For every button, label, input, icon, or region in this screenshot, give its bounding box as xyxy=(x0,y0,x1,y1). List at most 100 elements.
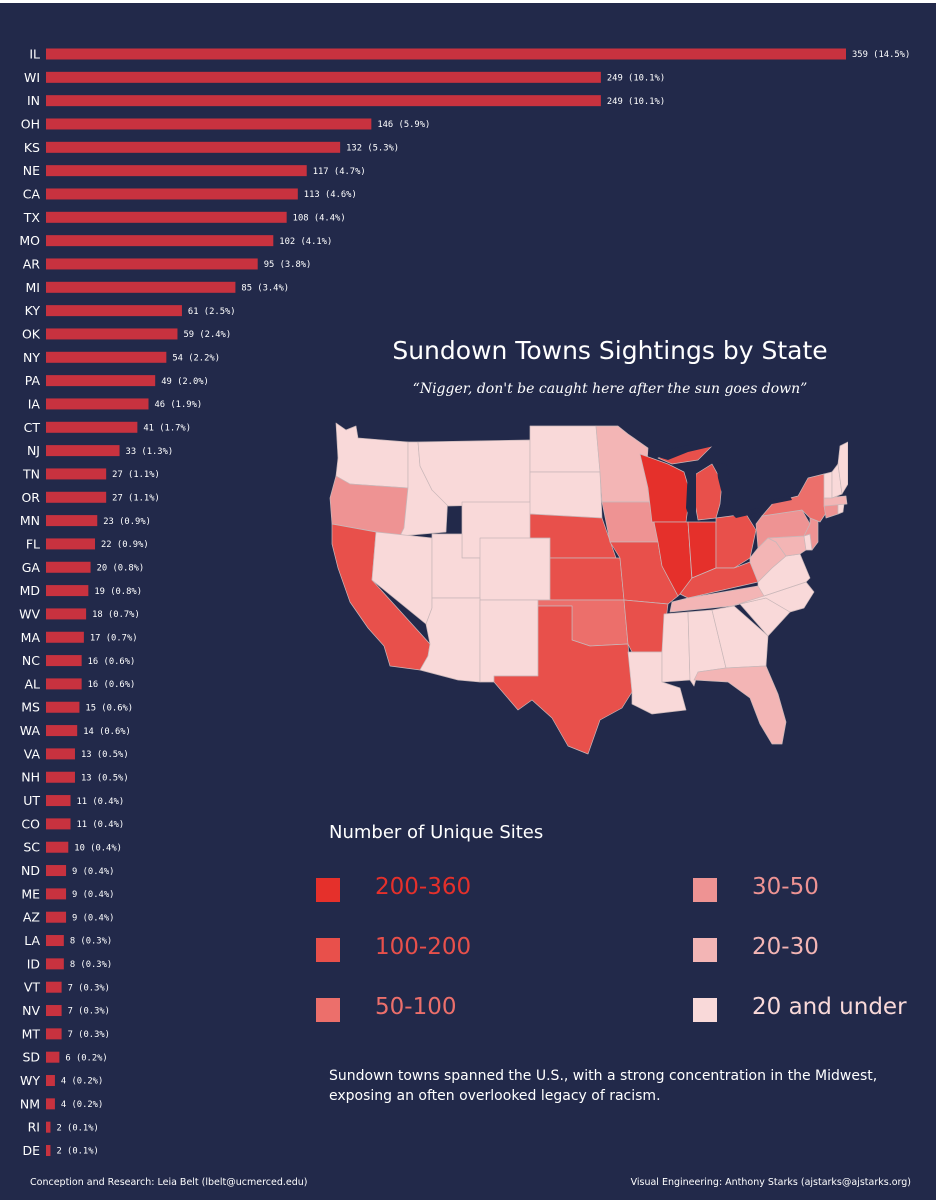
bar-ky xyxy=(46,305,182,317)
legend-swatch xyxy=(693,878,717,902)
bar-nj xyxy=(46,445,120,457)
state-label-va: VA xyxy=(24,746,41,761)
state-label-wv: WV xyxy=(19,606,40,621)
state-WA xyxy=(335,422,409,489)
value-label-wa: 14 (0.6%) xyxy=(83,727,131,737)
caption: Sundown towns spanned the U.S., with a s… xyxy=(329,1068,878,1104)
bar-or xyxy=(46,491,107,503)
state-label-fl: FL xyxy=(26,536,40,551)
state-label-ne: NE xyxy=(23,163,40,178)
legend-title: Number of Unique Sites xyxy=(329,822,544,843)
value-label-ny: 54 (2.2%) xyxy=(172,353,220,363)
state-label-al: AL xyxy=(24,676,40,691)
state-label-nd: ND xyxy=(21,863,40,878)
state-label-ga: GA xyxy=(22,560,41,575)
legend-swatch xyxy=(316,998,340,1022)
state-ME xyxy=(837,441,848,495)
state-label-il: IL xyxy=(29,47,40,62)
top-border xyxy=(0,0,939,3)
bar-chart: IL 359 (14.5%) WI 249 (10.1%) IN 249 (10.1%) O… xyxy=(19,47,910,1159)
state-label-nv: NV xyxy=(22,1003,40,1018)
bar-ca xyxy=(46,188,298,200)
state-label-nm: NM xyxy=(20,1096,40,1111)
state-label-wa: WA xyxy=(20,723,41,738)
state-label-nh: NH xyxy=(21,770,40,785)
lake-erie xyxy=(732,508,762,518)
state-label-nc: NC xyxy=(22,653,40,668)
state-label-ut: UT xyxy=(23,793,40,808)
state-label-ri: RI xyxy=(28,1120,40,1135)
state-label-in: IN xyxy=(27,93,40,108)
legend-label: 20 and under xyxy=(752,994,907,1020)
state-label-wy: WY xyxy=(20,1073,40,1088)
bar-ok xyxy=(46,328,178,340)
state-AR xyxy=(623,599,669,653)
value-label-nd: 9 (0.4%) xyxy=(72,867,114,877)
value-label-ia: 46 (1.9%) xyxy=(155,400,203,410)
chart-subtitle: “Nigger, don't be caught here after the … xyxy=(412,381,808,397)
state-label-tn: TN xyxy=(22,466,40,481)
state-label-pa: PA xyxy=(25,373,41,388)
state-label-vt: VT xyxy=(24,980,41,995)
bar-tn xyxy=(46,468,107,480)
state-label-mo: MO xyxy=(19,233,40,248)
bar-wv xyxy=(46,608,87,620)
value-label-vt: 7 (0.3%) xyxy=(68,983,110,993)
value-label-nm: 4 (0.2%) xyxy=(61,1100,103,1110)
value-label-wy: 4 (0.2%) xyxy=(61,1077,103,1087)
state-NJ xyxy=(803,517,819,551)
bar-ia xyxy=(46,398,149,410)
value-label-pa: 49 (2.0%) xyxy=(161,377,209,387)
value-label-ky: 61 (2.5%) xyxy=(188,307,236,317)
state-label-ky: KY xyxy=(25,303,41,318)
value-label-fl: 22 (0.9%) xyxy=(101,540,149,550)
bar-ut xyxy=(46,795,71,807)
state-label-md: MD xyxy=(20,583,40,598)
state-label-id: ID xyxy=(27,956,40,971)
lake-ontario xyxy=(770,496,792,504)
state-label-ma: MA xyxy=(21,630,41,645)
bar-ct xyxy=(46,421,138,433)
state-label-sc: SC xyxy=(23,840,40,855)
state-label-ca: CA xyxy=(23,186,41,201)
bar-mt xyxy=(46,1028,62,1040)
bar-ar xyxy=(46,258,258,270)
value-label-ms: 15 (0.6%) xyxy=(85,703,133,713)
bar-mo xyxy=(46,235,274,247)
bar-ga xyxy=(46,561,91,573)
bar-ms xyxy=(46,701,80,713)
state-label-ct: CT xyxy=(24,420,41,435)
state-SD xyxy=(529,471,603,519)
value-label-wi: 249 (10.1%) xyxy=(607,74,665,84)
bar-ri xyxy=(46,1121,51,1133)
state-label-me: ME xyxy=(21,886,40,901)
bar-ny xyxy=(46,351,167,363)
state-label-oh: OH xyxy=(21,116,40,131)
legend-swatch xyxy=(693,938,717,962)
legend-swatch xyxy=(316,938,340,962)
state-label-co: CO xyxy=(21,816,40,831)
state-label-sd: SD xyxy=(22,1050,40,1065)
value-label-ks: 132 (5.3%) xyxy=(346,144,399,154)
bar-nc xyxy=(46,655,82,667)
value-label-mo: 102 (4.1%) xyxy=(279,237,332,247)
state-label-tx: TX xyxy=(23,210,41,225)
value-label-md: 19 (0.8%) xyxy=(94,587,142,597)
bar-ma xyxy=(46,631,84,643)
state-KY xyxy=(679,561,759,599)
right-border xyxy=(936,0,939,1200)
value-label-ga: 20 (0.8%) xyxy=(97,563,145,573)
value-label-mi: 85 (3.4%) xyxy=(241,284,289,294)
value-label-sc: 10 (0.4%) xyxy=(74,843,122,853)
state-MS xyxy=(661,611,691,683)
chart-title: Sundown Towns Sightings by State xyxy=(392,336,828,365)
bar-la xyxy=(46,935,64,947)
value-label-al: 16 (0.6%) xyxy=(88,680,136,690)
value-label-nv: 7 (0.3%) xyxy=(68,1007,110,1017)
state-label-wi: WI xyxy=(24,70,40,85)
value-label-az: 9 (0.4%) xyxy=(72,913,114,923)
value-label-me: 9 (0.4%) xyxy=(72,890,114,900)
legend-swatch xyxy=(316,878,340,902)
state-GA xyxy=(711,605,769,669)
state-TX xyxy=(493,605,633,755)
